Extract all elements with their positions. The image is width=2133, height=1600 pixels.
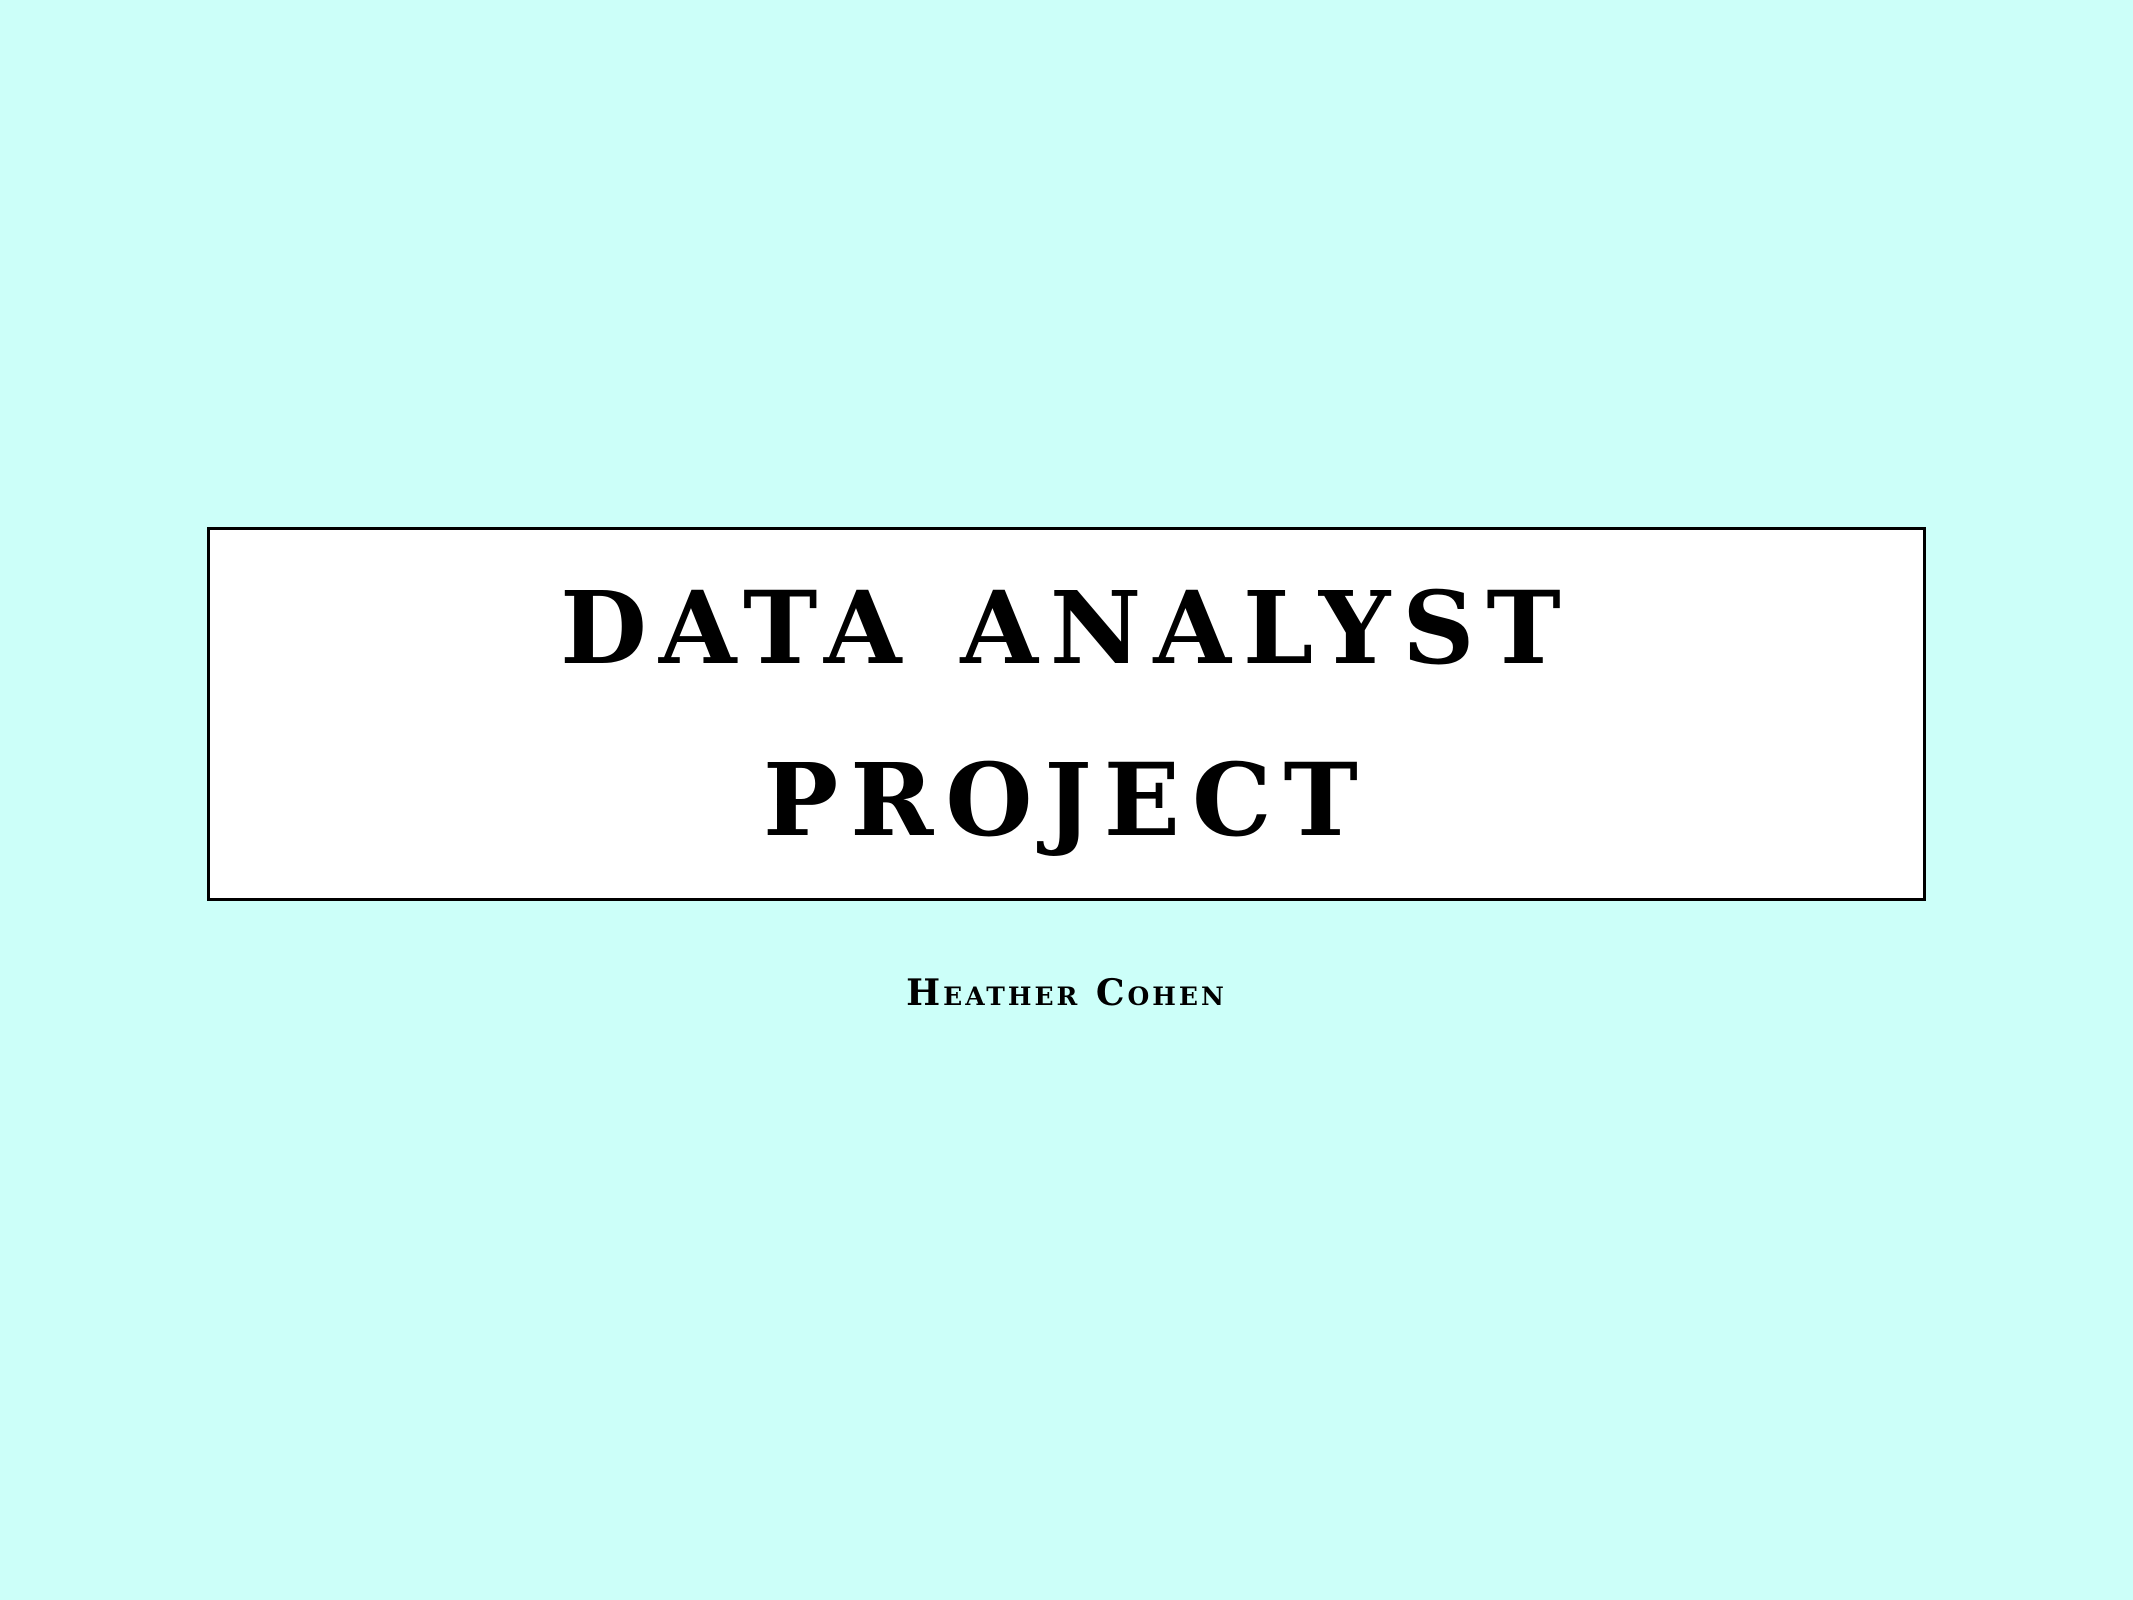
author-name: Heather Cohen: [906, 972, 1227, 1014]
title-box: DATA ANALYST PROJECT: [207, 527, 1926, 901]
title-line-2: PROJECT: [763, 741, 1370, 859]
title-line-1: DATA ANALYST: [560, 569, 1573, 687]
